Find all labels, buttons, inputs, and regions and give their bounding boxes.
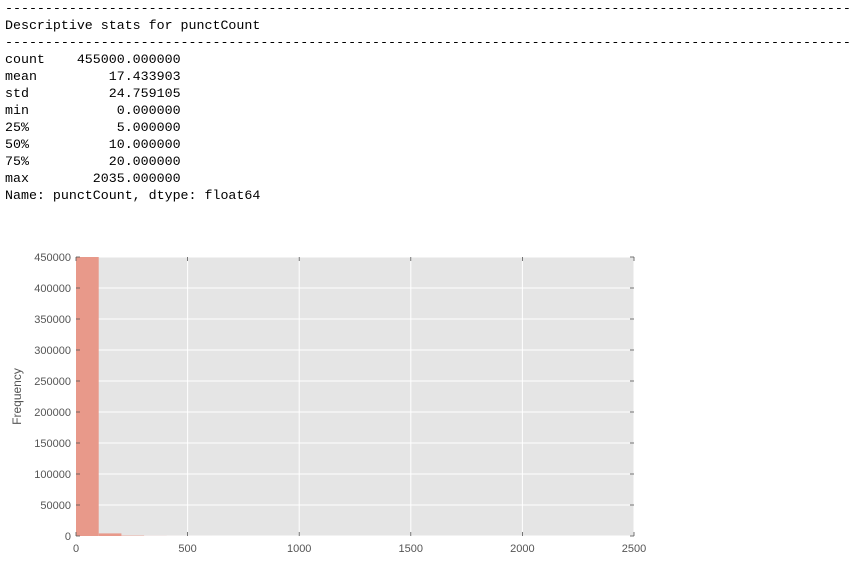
console-rule-bottom: ----------------------------------------… xyxy=(5,34,851,51)
stats-value: 24.759105 xyxy=(29,86,181,101)
y-tick-label: 0 xyxy=(65,531,71,543)
histogram-svg: 0 500 1000 1500 2000 2500 0 50000 100000 150000 20… xyxy=(0,236,854,563)
stats-label: 25% xyxy=(5,120,29,135)
y-tick-label: 400000 xyxy=(34,283,71,295)
histogram-chart: 0 500 1000 1500 2000 2500 0 50000 100000 150000 20… xyxy=(0,236,854,563)
x-tick-label: 1500 xyxy=(399,543,423,555)
stats-value: 5.000000 xyxy=(29,120,181,135)
stats-row: min 0.000000 xyxy=(5,102,851,119)
stats-label: max xyxy=(5,171,29,186)
y-tick-label: 250000 xyxy=(34,376,71,388)
console-rule-top: ----------------------------------------… xyxy=(5,0,851,17)
histogram-bar xyxy=(76,257,99,536)
y-tick-label: 350000 xyxy=(34,314,71,326)
y-tick-label: 200000 xyxy=(34,407,71,419)
x-tick-label: 500 xyxy=(178,543,196,555)
stats-value: 0.000000 xyxy=(29,103,181,118)
stats-label: min xyxy=(5,103,29,118)
stats-label: std xyxy=(5,86,29,101)
stats-value: 10.000000 xyxy=(29,137,181,152)
y-axis-label: Frequency xyxy=(10,368,24,425)
console-heading: Descriptive stats for punctCount xyxy=(5,17,851,34)
y-tick-label: 300000 xyxy=(34,345,71,357)
stats-row: 75% 20.000000 xyxy=(5,153,851,170)
console-output: ----------------------------------------… xyxy=(5,0,851,204)
stats-value: 20.000000 xyxy=(29,154,181,169)
console-footer: Name: punctCount, dtype: float64 xyxy=(5,187,851,204)
histogram-bar xyxy=(99,533,122,536)
y-tick-label: 150000 xyxy=(34,438,71,450)
stats-label: 50% xyxy=(5,137,29,152)
stats-label: 75% xyxy=(5,154,29,169)
x-tick-label: 2000 xyxy=(510,543,534,555)
x-tick-label: 0 xyxy=(73,543,79,555)
stats-row: count 455000.000000 xyxy=(5,51,851,68)
stats-row: mean 17.433903 xyxy=(5,68,851,85)
stats-row: 50% 10.000000 xyxy=(5,136,851,153)
stats-label: mean xyxy=(5,69,37,84)
stats-label: count xyxy=(5,52,45,67)
y-tick-label: 100000 xyxy=(34,469,71,481)
plot-background xyxy=(76,257,634,536)
stats-value: 2035.000000 xyxy=(29,171,181,186)
stats-value: 17.433903 xyxy=(37,69,181,84)
stats-row: std 24.759105 xyxy=(5,85,851,102)
x-tick-label: 2500 xyxy=(622,543,646,555)
stats-value: 455000.000000 xyxy=(45,52,181,67)
y-tick-label: 50000 xyxy=(40,500,71,512)
x-tick-label: 1000 xyxy=(287,543,311,555)
y-tick-label: 450000 xyxy=(34,252,71,264)
stats-row: 25% 5.000000 xyxy=(5,119,851,136)
stats-row: max 2035.000000 xyxy=(5,170,851,187)
